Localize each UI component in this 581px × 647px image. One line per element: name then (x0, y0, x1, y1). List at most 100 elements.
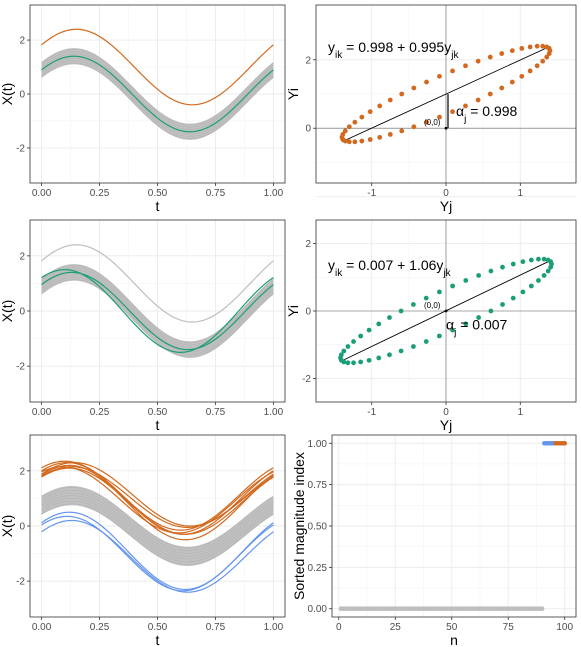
alpha-label: αj = 0.998 (456, 103, 518, 125)
data-point (387, 132, 393, 137)
panel-p4: yik = 0.007 + 1.06yjk αj = 0.007 (0,0) -1 0 1… (285, 219, 577, 433)
data-point (345, 360, 351, 366)
series-curve-orange (41, 461, 274, 527)
data-point (399, 91, 405, 97)
data-point (487, 91, 493, 97)
data-point (358, 359, 364, 365)
x-tick-label: 1.00 (264, 622, 284, 633)
plot-marks (41, 28, 274, 140)
x-tick-label: 0.25 (90, 188, 110, 199)
x-tick-label: 0.75 (206, 407, 226, 418)
data-point (541, 256, 547, 262)
data-point (387, 352, 392, 358)
band-curve (41, 503, 274, 565)
panel-p1: 0.00 0.25 0.50 0.75 1.00 -2 0 2 t X(t) (0, 4, 286, 214)
data-point (450, 283, 456, 289)
series-curve-blue (41, 515, 274, 592)
data-point (377, 134, 383, 140)
band-curve (41, 60, 274, 137)
y-tick-label: -2 (16, 143, 25, 154)
y-axis-title: X(t) (0, 515, 15, 538)
origin-label: (0,0) (424, 301, 441, 310)
y-tick-label: 0.75 (308, 480, 328, 491)
x-tick-label: 75 (503, 622, 515, 633)
data-point (500, 264, 505, 270)
band-curve (41, 495, 274, 557)
data-point (540, 58, 546, 64)
data-point (376, 321, 382, 327)
data-point (488, 308, 494, 314)
data-point (527, 44, 533, 50)
data-point (540, 43, 546, 49)
x-tick-label: 0.75 (206, 622, 226, 633)
data-point (436, 289, 442, 295)
x-tick-label: 25 (390, 622, 402, 633)
series-curve-grey (41, 244, 274, 323)
data-point (437, 73, 442, 79)
band-curve (41, 500, 274, 563)
data-point (424, 79, 429, 85)
band-curve (41, 279, 274, 357)
data-point (463, 103, 468, 109)
data-point (367, 137, 373, 142)
data-point (387, 315, 392, 320)
data-point (346, 139, 352, 145)
y-axis-title: Sorted magnitude index (291, 452, 307, 600)
data-point (534, 63, 540, 69)
band-curve (41, 265, 274, 343)
x-tick-label: 0.50 (148, 622, 168, 633)
data-point (541, 273, 547, 278)
data-point (351, 360, 356, 366)
origin-label: (0,0) (424, 118, 441, 127)
data-point (366, 327, 372, 333)
x-tick-label: 50 (446, 622, 458, 633)
x-tick-label: 0 (336, 622, 342, 633)
data-point (488, 268, 494, 274)
data-point (359, 114, 365, 120)
plot-marks (41, 244, 274, 358)
series-curve-orange (41, 466, 274, 534)
y-tick-label: 0.25 (308, 563, 328, 574)
data-point (399, 128, 405, 134)
panel-p3: 0.00 0.25 0.50 0.75 1.00 -2 0 2 t X(t) (0, 219, 286, 433)
plot-marks (316, 5, 576, 183)
y-tick-label: 2 (305, 239, 311, 250)
alpha-label: αj = 0.007 (446, 317, 508, 339)
band-curve (41, 498, 274, 560)
data-point (510, 295, 516, 301)
data-point (519, 46, 525, 51)
data-point (476, 273, 481, 278)
data-point (423, 339, 429, 344)
x-axis-title: t (156, 198, 160, 214)
x-tick-label: 0 (443, 407, 449, 418)
y-tick-label: -2 (16, 362, 25, 373)
data-point (475, 97, 481, 103)
data-point (509, 79, 515, 85)
y-axis-title: Yi (285, 88, 301, 100)
x-tick-label: 0.50 (148, 407, 168, 418)
data-point (548, 264, 554, 270)
data-point (351, 339, 356, 344)
y-tick-label: 0 (305, 307, 311, 318)
x-tick-label: 1 (518, 188, 524, 199)
data-point (376, 355, 382, 361)
data-point (377, 103, 383, 109)
y-tick-label: 2 (19, 466, 25, 477)
band-curve (41, 58, 274, 135)
data-point (475, 58, 481, 64)
panel-p2: yik = 0.998 + 0.995yjk αj = 0.998 (0,0) -1 0… (285, 4, 577, 214)
data-point (352, 119, 358, 125)
data-point (463, 278, 469, 283)
data-point (341, 348, 347, 354)
data-point (424, 119, 429, 125)
data-point (387, 97, 393, 103)
data-point (520, 259, 526, 265)
y-tick-label: 0 (19, 90, 25, 101)
x-axis-title: t (156, 632, 160, 647)
data-point (437, 114, 442, 120)
data-point (423, 295, 429, 301)
data-point (476, 315, 481, 320)
y-axis-title: X(t) (0, 300, 15, 323)
y-axis-title: X(t) (0, 83, 15, 106)
panel-p5: 0.00 0.25 0.50 0.75 1.00 -2 0 2 t X(t) (0, 434, 286, 647)
